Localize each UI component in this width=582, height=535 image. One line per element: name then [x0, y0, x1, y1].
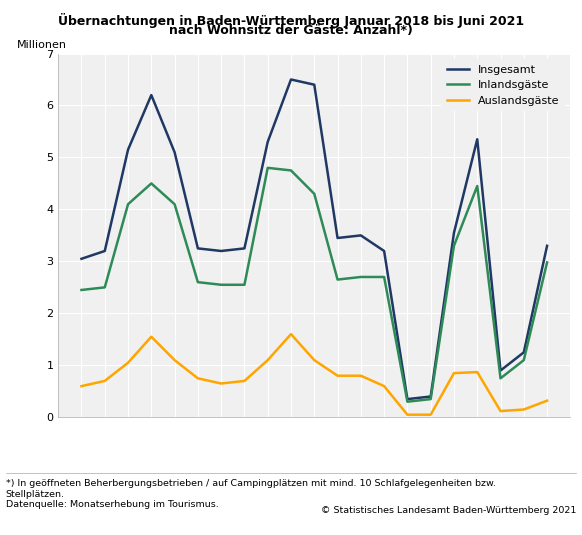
- Auslandsgäste: [427, 411, 434, 418]
- Inlandsgäste: [101, 284, 108, 291]
- Auslandsgäste: [78, 383, 85, 389]
- Insgesamt: [544, 242, 551, 249]
- Insgesamt: [311, 81, 318, 88]
- Text: nach Wohnsitz der Gäste: Anzahl*): nach Wohnsitz der Gäste: Anzahl*): [169, 24, 413, 37]
- Insgesamt: [497, 368, 504, 374]
- Insgesamt: [218, 248, 225, 254]
- Insgesamt: [101, 248, 108, 254]
- Auslandsgäste: [171, 357, 178, 363]
- Inlandsgäste: [427, 396, 434, 402]
- Auslandsgäste: [334, 372, 341, 379]
- Insgesamt: [404, 396, 411, 402]
- Inlandsgäste: [404, 399, 411, 405]
- Auslandsgäste: [450, 370, 457, 376]
- Insgesamt: [241, 245, 248, 251]
- Insgesamt: [194, 245, 201, 251]
- Text: Übernachtungen in Baden-Württemberg Januar 2018 bis Juni 2021: Übernachtungen in Baden-Württemberg Janu…: [58, 13, 524, 28]
- Inlandsgäste: [194, 279, 201, 285]
- Insgesamt: [427, 393, 434, 400]
- Inlandsgäste: [357, 274, 364, 280]
- Inlandsgäste: [241, 281, 248, 288]
- Inlandsgäste: [381, 274, 388, 280]
- Inlandsgäste: [334, 277, 341, 283]
- Text: Stellplätzen.: Stellplätzen.: [6, 490, 65, 499]
- Auslandsgäste: [218, 380, 225, 387]
- Insgesamt: [450, 230, 457, 236]
- Auslandsgäste: [544, 398, 551, 404]
- Auslandsgäste: [288, 331, 294, 338]
- Inlandsgäste: [125, 201, 132, 208]
- Auslandsgäste: [125, 360, 132, 366]
- Line: Inlandsgäste: Inlandsgäste: [81, 168, 547, 402]
- Insgesamt: [148, 92, 155, 98]
- Inlandsgäste: [148, 180, 155, 187]
- Text: Datenquelle: Monatserhebung im Tourismus.: Datenquelle: Monatserhebung im Tourismus…: [6, 500, 219, 509]
- Auslandsgäste: [404, 411, 411, 418]
- Insgesamt: [381, 248, 388, 254]
- Insgesamt: [520, 349, 527, 356]
- Inlandsgäste: [288, 167, 294, 174]
- Auslandsgäste: [381, 383, 388, 389]
- Auslandsgäste: [241, 378, 248, 384]
- Insgesamt: [334, 235, 341, 241]
- Auslandsgäste: [311, 357, 318, 363]
- Inlandsgäste: [171, 201, 178, 208]
- Insgesamt: [357, 232, 364, 239]
- Insgesamt: [171, 149, 178, 156]
- Inlandsgäste: [520, 357, 527, 363]
- Insgesamt: [125, 147, 132, 153]
- Inlandsgäste: [218, 281, 225, 288]
- Inlandsgäste: [78, 287, 85, 293]
- Insgesamt: [474, 136, 481, 142]
- Text: © Statistisches Landesamt Baden-Württemberg 2021: © Statistisches Landesamt Baden-Württemb…: [321, 506, 576, 515]
- Auslandsgäste: [101, 378, 108, 384]
- Auslandsgäste: [148, 333, 155, 340]
- Auslandsgäste: [357, 372, 364, 379]
- Insgesamt: [288, 77, 294, 83]
- Insgesamt: [78, 256, 85, 262]
- Text: Millionen: Millionen: [17, 40, 68, 50]
- Inlandsgäste: [264, 165, 271, 171]
- Auslandsgäste: [474, 369, 481, 375]
- Inlandsgäste: [474, 183, 481, 189]
- Text: *) In geöffneten Beherbergungsbetrieben / auf Campingplätzen mit mind. 10 Schlaf: *) In geöffneten Beherbergungsbetrieben …: [6, 479, 496, 488]
- Legend: Insgesamt, Inlandsgäste, Auslandsgäste: Insgesamt, Inlandsgäste, Auslandsgäste: [441, 59, 565, 111]
- Inlandsgäste: [450, 242, 457, 249]
- Line: Auslandsgäste: Auslandsgäste: [81, 334, 547, 415]
- Auslandsgäste: [194, 375, 201, 381]
- Insgesamt: [264, 139, 271, 145]
- Inlandsgäste: [311, 190, 318, 197]
- Inlandsgäste: [544, 259, 551, 266]
- Auslandsgäste: [497, 408, 504, 414]
- Inlandsgäste: [497, 375, 504, 381]
- Auslandsgäste: [520, 406, 527, 412]
- Line: Insgesamt: Insgesamt: [81, 80, 547, 399]
- Auslandsgäste: [264, 357, 271, 363]
